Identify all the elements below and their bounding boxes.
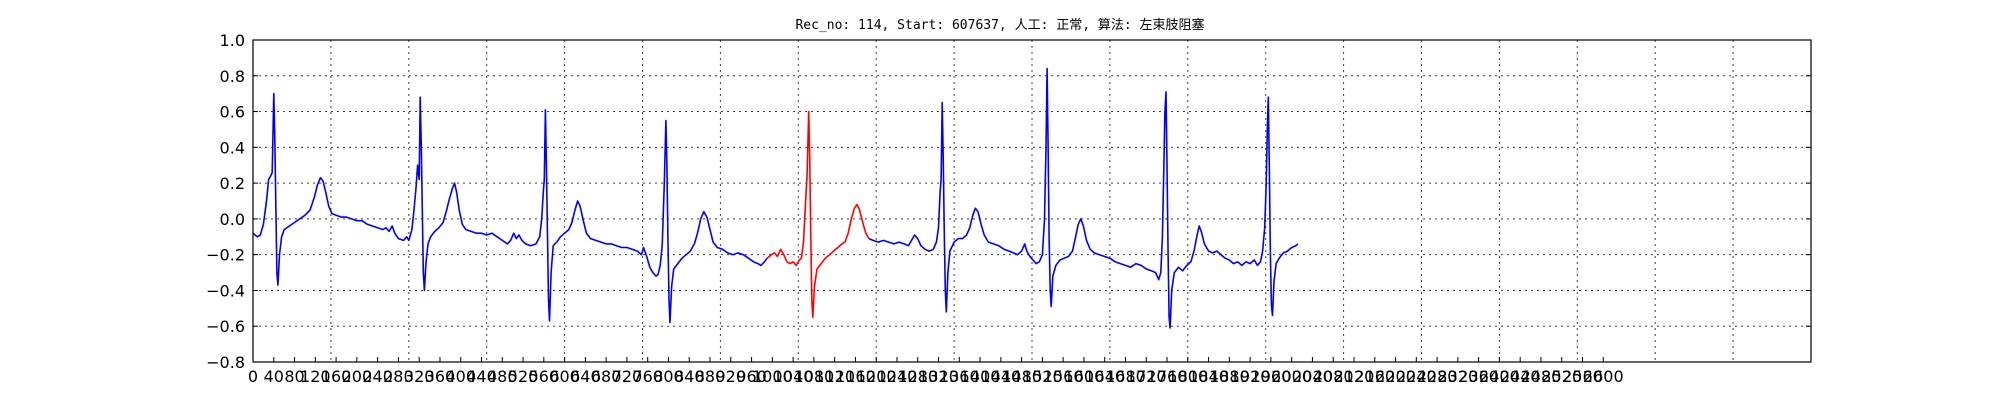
- x-tick-label: 680: [591, 367, 622, 386]
- y-tick-label: −0.8: [206, 353, 245, 372]
- x-tick-label: 1760: [1147, 367, 1188, 386]
- x-tick-label: 880: [695, 367, 726, 386]
- grid: [252, 39, 1812, 363]
- x-tick-label: 1280: [897, 367, 938, 386]
- x-tick-label: 2080: [1313, 367, 1354, 386]
- y-tick-label: 0.6: [220, 103, 245, 122]
- x-tick-label: 280: [383, 367, 414, 386]
- x-tick-label: 0: [248, 367, 258, 386]
- x-tick-label: 1880: [1209, 367, 1250, 386]
- x-tick-label: 2360: [1458, 367, 1499, 386]
- y-tick-label: −0.4: [206, 281, 245, 300]
- x-tick-label: 360: [425, 367, 456, 386]
- x-tick-label: 2000: [1271, 367, 1312, 386]
- x-tick-label: 200: [342, 367, 373, 386]
- x-tick-label: 1520: [1022, 367, 1063, 386]
- x-tick-label: 840: [674, 367, 705, 386]
- x-tick-label: 2520: [1541, 367, 1582, 386]
- y-tick-label: −0.2: [206, 246, 245, 265]
- x-tick-label: 2400: [1479, 367, 1520, 386]
- x-tick-label: 1800: [1167, 367, 1208, 386]
- x-tick-label: 1440: [980, 367, 1021, 386]
- x-tick-label: 40: [264, 367, 284, 386]
- x-tick-label: 2560: [1562, 367, 1603, 386]
- x-tick-label: 2160: [1354, 367, 1395, 386]
- x-tick-label: 1560: [1043, 367, 1084, 386]
- x-tick-label: 1600: [1064, 367, 1105, 386]
- chart-title: Rec_no: 114, Start: 607637, 人工: 正常, 算法: …: [795, 17, 1204, 33]
- x-tick-label: 720: [612, 367, 643, 386]
- y-tick-label: −0.6: [206, 317, 245, 336]
- axes: −0.8−0.6−0.4−0.20.00.20.40.60.81.00 40 801…: [206, 31, 1811, 386]
- y-tick-label: 0.4: [220, 138, 245, 157]
- x-tick-label: 2280: [1417, 367, 1458, 386]
- x-tick-label: 960: [736, 367, 767, 386]
- x-tick-label: 920: [716, 367, 747, 386]
- x-tick-label: 1680: [1105, 367, 1146, 386]
- x-tick-label: 480: [487, 367, 518, 386]
- series-group: [252, 67, 1299, 329]
- ecg-series-line-3: [868, 67, 1299, 329]
- x-tick-label: 2040: [1292, 367, 1333, 386]
- x-tick-label: 2320: [1437, 367, 1478, 386]
- x-tick-label: 1080: [794, 367, 835, 386]
- x-tick-label: 2440: [1500, 367, 1541, 386]
- ecg-series-line-1: [252, 92, 768, 324]
- x-tick-label: 1000: [752, 367, 793, 386]
- x-tick-label: 1200: [856, 367, 897, 386]
- y-tick-label: 0.0: [220, 210, 245, 229]
- x-tick-label: 2200: [1375, 367, 1416, 386]
- x-tick-label: 120: [300, 367, 331, 386]
- y-tick-label: 0.2: [220, 174, 245, 193]
- x-tick-label: 1400: [960, 367, 1001, 386]
- x-tick-label: 2480: [1521, 367, 1562, 386]
- x-tick-label: 1640: [1084, 367, 1125, 386]
- x-tick-label: 520: [508, 367, 539, 386]
- x-tick-label: 2240: [1396, 367, 1437, 386]
- x-tick-label: 760: [632, 367, 663, 386]
- x-tick-label: 640: [570, 367, 601, 386]
- x-tick-label: 1160: [835, 367, 876, 386]
- x-tick-label: 400: [445, 367, 476, 386]
- ecg-series-line-2: [766, 110, 870, 319]
- x-tick-label: 160: [321, 367, 352, 386]
- y-tick-label: 0.8: [220, 67, 245, 86]
- x-tick-label: 1720: [1126, 367, 1167, 386]
- x-tick-label: 1920: [1230, 367, 1271, 386]
- x-tick-label: 1320: [918, 367, 959, 386]
- x-tick-label: 440: [466, 367, 497, 386]
- x-tick-label: 320: [404, 367, 435, 386]
- x-tick-label: 2600: [1583, 367, 1624, 386]
- x-tick-label: 600: [549, 367, 580, 386]
- y-tick-label: 1.0: [220, 31, 245, 50]
- x-tick-label: 1120: [814, 367, 855, 386]
- x-tick-label: 240: [362, 367, 393, 386]
- x-tick-label: 1240: [877, 367, 918, 386]
- plot-frame: [252, 39, 1812, 363]
- x-tick-label: 1480: [1001, 367, 1042, 386]
- x-tick-label: 80: [284, 367, 304, 386]
- x-tick-label: 1040: [773, 367, 814, 386]
- x-tick-label: 1960: [1251, 367, 1292, 386]
- x-tick-label: 1840: [1188, 367, 1229, 386]
- x-tick-label: 1360: [939, 367, 980, 386]
- x-tick-label: 800: [653, 367, 684, 386]
- x-tick-label: 2120: [1334, 367, 1375, 386]
- x-tick-label: 560: [529, 367, 560, 386]
